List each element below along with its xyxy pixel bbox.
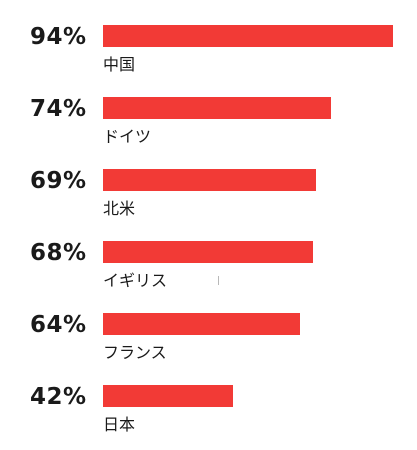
category-label: ドイツ <box>103 127 152 146</box>
value-label: 94% <box>30 24 87 50</box>
bar-row: 42% 日本 <box>0 382 417 444</box>
bar <box>103 385 233 407</box>
bar-row: 69% 北米 <box>0 166 417 228</box>
category-label: イギリス <box>103 271 168 290</box>
tick-mark <box>218 276 219 285</box>
bar <box>103 241 313 263</box>
bar-row: 64% フランス <box>0 310 417 372</box>
bar <box>103 313 300 335</box>
value-label: 64% <box>30 312 87 338</box>
bar <box>103 25 393 47</box>
bar-row: 94% 中国 <box>0 22 417 84</box>
category-label: フランス <box>103 343 167 362</box>
value-label: 69% <box>30 168 87 194</box>
value-label: 68% <box>30 240 87 266</box>
bar-row: 74% ドイツ <box>0 94 417 156</box>
bar <box>103 97 331 119</box>
category-label: 中国 <box>103 55 136 74</box>
bar <box>103 169 316 191</box>
value-label: 74% <box>30 96 87 122</box>
category-label: 北米 <box>103 199 136 218</box>
value-label: 42% <box>30 384 87 410</box>
bar-row: 68% イギリス <box>0 238 417 300</box>
category-label: 日本 <box>103 415 136 434</box>
